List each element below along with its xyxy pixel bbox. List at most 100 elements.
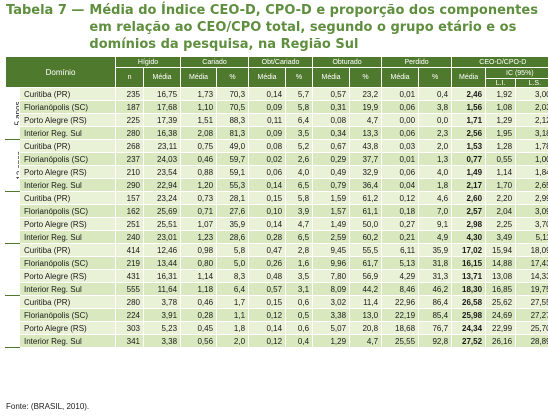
table-caption: Média do Índice CEO-D, CPO-D e proporção…	[89, 3, 538, 52]
value-cell: 2,59	[312, 230, 350, 244]
header-sub: Média	[381, 67, 419, 88]
ceo-mean-cell: 2,57	[451, 204, 486, 218]
value-cell: 0,15	[248, 191, 286, 205]
value-cell: 6,4	[285, 113, 313, 127]
age-group-label: 5 anos	[13, 101, 20, 125]
value-cell: 0,12	[248, 308, 286, 322]
value-cell: 2,0	[418, 139, 452, 153]
header-sub: Média	[451, 67, 486, 88]
ceo-mean-cell: 2,17	[451, 178, 486, 192]
value-cell: 27,27	[515, 308, 548, 322]
value-cell: 9,96	[312, 256, 350, 270]
table-row: Interior Reg. Sul 240 23,01 1,23 28,6 0,28 6,5…	[6, 230, 548, 244]
value-cell: 0,09	[248, 126, 286, 140]
value-cell: 341	[115, 334, 144, 348]
value-cell: 187	[115, 100, 144, 114]
value-cell: 1,8	[418, 178, 452, 192]
value-cell: 9,45	[312, 243, 350, 257]
value-cell: 0,01	[381, 152, 419, 166]
value-cell: 2,08	[180, 126, 217, 140]
value-cell: 23,54	[143, 165, 181, 179]
value-cell: 1,7	[216, 295, 249, 309]
value-cell: 2,65	[515, 178, 548, 192]
value-cell: 1,6	[285, 256, 313, 270]
table-row: Florianópolis (SC) 219 13,44 0,80 5,0 0,26 1,6…	[6, 256, 548, 270]
header-sub: %	[349, 67, 382, 88]
value-cell: 0,06	[381, 100, 419, 114]
value-cell: 3,5	[285, 126, 313, 140]
value-cell: 6,5	[285, 178, 313, 192]
value-cell: 31,3	[418, 269, 452, 283]
value-cell: 1,59	[312, 191, 350, 205]
value-cell: 14,88	[485, 256, 516, 270]
value-cell: 50,0	[349, 217, 382, 231]
value-cell: 59,1	[216, 165, 249, 179]
table-row: Interior Reg. Sul 290 22,94 1,20 55,3 0,14 6,5…	[6, 178, 548, 192]
value-cell: 0,26	[248, 256, 286, 270]
value-cell: 5,13	[381, 256, 419, 270]
value-cell: 3,38	[143, 334, 181, 348]
domain-cell: Florianópolis (SC)	[18, 256, 116, 270]
value-cell: 4,0	[418, 165, 452, 179]
value-cell: 16,38	[143, 126, 181, 140]
ceo-mean-cell: 2,60	[451, 191, 486, 205]
header-obturado: Obturado	[312, 57, 382, 68]
value-cell: 1,3	[418, 152, 452, 166]
value-cell: 1,28	[485, 139, 516, 153]
value-cell: 20,8	[349, 321, 382, 335]
value-cell: 2,20	[485, 191, 516, 205]
value-cell: 0,06	[248, 165, 286, 179]
value-cell: 1,10	[180, 100, 217, 114]
value-cell: 2,04	[485, 204, 516, 218]
value-cell: 2,8	[285, 243, 313, 257]
value-cell: 16,75	[143, 87, 181, 101]
header-sub: %	[216, 67, 249, 88]
value-cell: 13,0	[349, 308, 382, 322]
value-cell: 290	[115, 178, 144, 192]
value-cell: 251	[115, 217, 144, 231]
value-cell: 1,18	[180, 282, 217, 296]
value-cell: 1,51	[180, 113, 217, 127]
value-cell: 25,69	[143, 204, 181, 218]
value-cell: 0,71	[180, 204, 217, 218]
value-cell: 1,78	[515, 139, 548, 153]
value-cell: 0,06	[381, 165, 419, 179]
ceo-mean-cell: 1,53	[451, 139, 486, 153]
value-cell: 0,28	[248, 230, 286, 244]
value-cell: 0,12	[248, 334, 286, 348]
data-table: Domínio Hígido Cariado Obt/Cariado Obtur…	[4, 57, 548, 348]
value-cell: 61,7	[349, 256, 382, 270]
value-cell: 5,8	[285, 100, 313, 114]
value-cell: 1,07	[180, 217, 217, 231]
table-row: Porto Alegre (RS) 431 16,31 1,14 8,3 0,48 3,5 7…	[6, 269, 548, 283]
value-cell: 11,4	[349, 295, 382, 309]
value-cell: 28,1	[216, 191, 249, 205]
value-cell: 61,1	[349, 204, 382, 218]
domain-cell: Porto Alegre (RS)	[18, 217, 116, 231]
ceo-mean-cell: 1,71	[451, 113, 486, 127]
age-group-cell: 5 anos	[5, 87, 20, 140]
header-ic: IC (95%)	[485, 67, 548, 79]
value-cell: 16,85	[485, 282, 516, 296]
table-number: Tabela 7 —	[6, 3, 85, 18]
value-cell: 0,12	[381, 191, 419, 205]
ceo-mean-cell: 13,71	[451, 269, 486, 283]
value-cell: 0,6	[285, 295, 313, 309]
value-cell: 5,7	[285, 87, 313, 101]
domain-cell: Florianópolis (SC)	[18, 152, 116, 166]
value-cell: 60,2	[349, 230, 382, 244]
value-cell: 0,21	[381, 230, 419, 244]
value-cell: 219	[115, 256, 144, 270]
table-header: Domínio Hígido Cariado Obt/Cariado Obtur…	[4, 57, 548, 88]
value-cell: 23,11	[143, 139, 181, 153]
value-cell: 86,4	[418, 295, 452, 309]
value-cell: 8,3	[216, 269, 249, 283]
domain-cell: Porto Alegre (RS)	[18, 269, 116, 283]
value-cell: 555	[115, 282, 144, 296]
value-cell: 4,7	[349, 113, 382, 127]
value-cell: 0,02	[248, 152, 286, 166]
value-cell: 0,01	[381, 87, 419, 101]
age-group-cell: 12 anos	[5, 139, 20, 192]
value-cell: 17,68	[143, 100, 181, 114]
header-cariado: Cariado	[180, 57, 249, 68]
